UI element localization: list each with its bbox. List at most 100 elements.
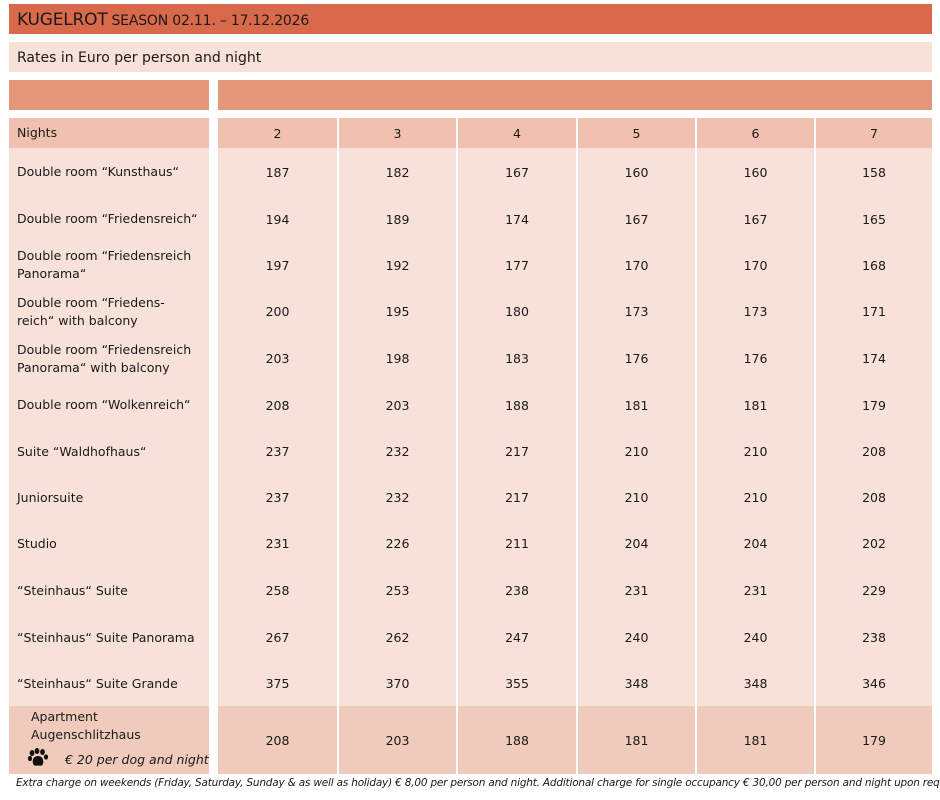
rate-cell: 226 — [339, 520, 456, 567]
dog-fee-text: € 20 per dog and night — [65, 752, 209, 767]
rate-cell: 189 — [339, 196, 456, 242]
rate-cell: 174 — [458, 196, 576, 242]
rate-cell: 375 — [218, 661, 337, 706]
rate-cell: 160 — [578, 148, 695, 196]
nights-header-cell: 7 — [816, 118, 932, 148]
apartment-rate-cell: 181 — [697, 706, 814, 774]
rate-cell: 173 — [578, 288, 695, 335]
apartment-rate-cell: 208 — [218, 706, 337, 774]
rate-cell: 348 — [578, 661, 695, 706]
rate-cell: 346 — [816, 661, 932, 706]
rate-cell: 237 — [218, 428, 337, 475]
rate-cell: 231 — [697, 567, 814, 614]
rate-cell: 168 — [816, 242, 932, 288]
rate-cell: 232 — [339, 475, 456, 520]
room-type-line: “Steinhaus“ Suite Panorama — [17, 629, 195, 645]
header-band-right — [218, 80, 932, 110]
rate-cell: 208 — [218, 382, 337, 428]
nights-header-cell: 5 — [578, 118, 695, 148]
room-type-name: Suite “Waldhofhaus“ — [17, 443, 146, 461]
rate-cell: 208 — [816, 475, 932, 520]
room-type-line: Double room “Kunsthaus“ — [17, 164, 179, 179]
paw-print-icon — [27, 747, 49, 773]
rate-cell: 167 — [697, 196, 814, 242]
room-type-label: Double room “Kunsthaus“ — [9, 148, 209, 196]
season-dates: SEASON 02.11. – 17.12.2026 — [111, 13, 310, 29]
nights-column-7: 7 158 165 168 171 174 179 208 208 202 229 238 346 179 — [816, 118, 932, 774]
room-type-line: Studio — [17, 535, 57, 551]
rate-cell: 171 — [816, 288, 932, 335]
rate-cell: 204 — [578, 520, 695, 567]
rate-cell: 262 — [339, 614, 456, 661]
room-type-line: “Steinhaus“ Suite — [17, 582, 128, 598]
rate-cell: 180 — [458, 288, 576, 335]
rate-cell: 176 — [578, 335, 695, 382]
rate-cell: 355 — [458, 661, 576, 706]
rate-cell: 232 — [339, 428, 456, 475]
rate-cell: 210 — [578, 475, 695, 520]
room-type-line: Double room “Friedensreich — [17, 341, 192, 357]
room-type-line: Suite “Waldhofhaus“ — [17, 443, 147, 459]
rate-cell: 229 — [816, 567, 932, 614]
rate-cell: 192 — [339, 242, 456, 288]
nights-column-4: 4 167 174 177 180 183 188 217 217 211 238 247 355 188 — [458, 118, 576, 774]
rate-cell: 188 — [458, 382, 576, 428]
room-type-label: Studio — [9, 520, 209, 567]
room-type-label: Juniorsuite — [9, 475, 209, 520]
rate-cell: 177 — [458, 242, 576, 288]
apartment-rate-cell: 188 — [458, 706, 576, 774]
rate-cell: 176 — [697, 335, 814, 382]
rate-cell: 240 — [697, 614, 814, 661]
room-type-label: Double room “Friedens-reich“ with balcon… — [9, 288, 209, 335]
room-type-line: Juniorsuite — [17, 489, 84, 505]
rate-cell: 247 — [458, 614, 576, 661]
room-type-label: Double room “Wolkenreich“ — [9, 382, 209, 428]
nights-header-label: Nights — [9, 118, 209, 148]
nights-column-6: 6 160 167 170 173 176 181 210 210 204 231 240 348 181 — [697, 118, 814, 774]
rate-cell: 197 — [218, 242, 337, 288]
rate-cell: 195 — [339, 288, 456, 335]
brand-name: KUGELROT — [17, 10, 108, 30]
rate-cell: 217 — [458, 428, 576, 475]
apartment-rate-cell: 203 — [339, 706, 456, 774]
rate-cell: 237 — [218, 475, 337, 520]
rates-subtitle: Rates in Euro per person and night — [17, 50, 262, 66]
room-type-label: “Steinhaus“ Suite Grande — [9, 661, 209, 706]
rate-cell: 200 — [218, 288, 337, 335]
rate-cell: 208 — [816, 428, 932, 475]
room-type-name: “Steinhaus“ Suite — [17, 582, 128, 600]
rate-cell: 173 — [697, 288, 814, 335]
nights-column-2: 2 187 194 197 200 203 208 237 237 231 258 267 375 208 — [218, 118, 337, 774]
room-type-label: “Steinhaus“ Suite Panorama — [9, 614, 209, 661]
rate-cell: 158 — [816, 148, 932, 196]
room-type-name: Double room “Friedensreich“ — [17, 210, 198, 228]
header-band-left — [9, 80, 209, 110]
rate-cell: 174 — [816, 335, 932, 382]
rate-cell: 202 — [816, 520, 932, 567]
rate-cell: 170 — [578, 242, 695, 288]
nights-column-5: 5 160 167 170 173 176 181 210 210 204 231 240 348 181 — [578, 118, 695, 774]
rate-cell: 183 — [458, 335, 576, 382]
rate-cell: 165 — [816, 196, 932, 242]
dog-fee-note: € 20 per dog and night — [27, 747, 209, 773]
room-type-name: “Steinhaus“ Suite Panorama — [17, 629, 195, 647]
room-type-line: Double room “Friedensreich — [17, 248, 192, 263]
rate-cell: 204 — [697, 520, 814, 567]
rate-cell: 370 — [339, 661, 456, 706]
room-type-line: Double room “Wolkenreich“ — [17, 397, 191, 412]
rate-cell: 211 — [458, 520, 576, 567]
room-type-label: Double room “Friedensreich Panorama“ with… — [9, 335, 209, 382]
page-title: KUGELROT SEASON 02.11. – 17.12.2026 — [17, 10, 309, 30]
rate-cell: 203 — [218, 335, 337, 382]
nights-header-cell: 6 — [697, 118, 814, 148]
rate-cell: 231 — [218, 520, 337, 567]
rate-cell: 198 — [339, 335, 456, 382]
rate-cell: 170 — [697, 242, 814, 288]
title-bar: KUGELROT SEASON 02.11. – 17.12.2026 — [9, 4, 932, 34]
room-type-line: reich“ with balcony — [17, 312, 138, 328]
room-type-name: Double room “Friedensreich Panorama“ with… — [17, 341, 191, 377]
rate-cell: 240 — [578, 614, 695, 661]
nights-header-cell: 2 — [218, 118, 337, 148]
apartment-name: Apartment Augenschlitzhaus — [31, 708, 141, 742]
room-type-line: Panorama“ with balcony — [17, 359, 170, 375]
